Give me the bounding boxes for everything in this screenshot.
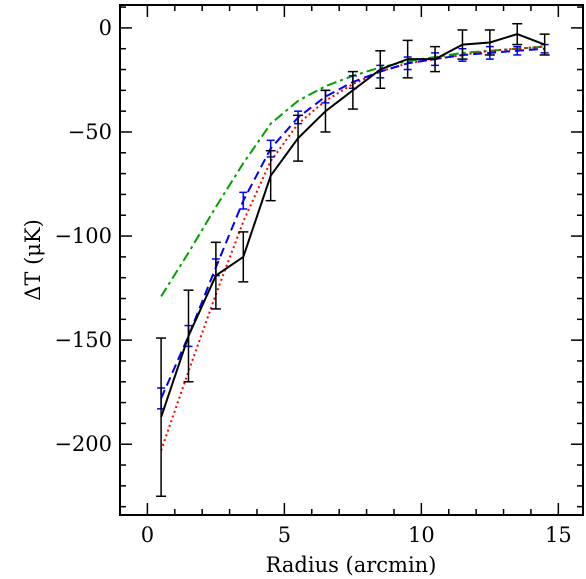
series-group [156,22,550,498]
tick-labels: 0 5 10 15 0 −50 −100 −150 −200 [54,16,571,547]
plot-frame [119,4,584,516]
y-tick-label: −150 [54,328,112,352]
x-tick-label: 10 [408,523,435,547]
x-tick-label: 0 [141,523,154,547]
x-axis-label: Radius (arcmin) [266,553,437,577]
y-axis-label: ΔT (μK) [21,219,45,301]
y-tick-label: −100 [54,224,112,248]
x-tick-label: 15 [545,523,572,547]
x-tick-label: 5 [278,523,291,547]
axis-ticks [119,5,583,515]
y-tick-label: −50 [68,120,112,144]
y-tick-label: −200 [54,432,112,456]
series-layer [156,22,550,498]
y-tick-label: 0 [99,16,112,40]
